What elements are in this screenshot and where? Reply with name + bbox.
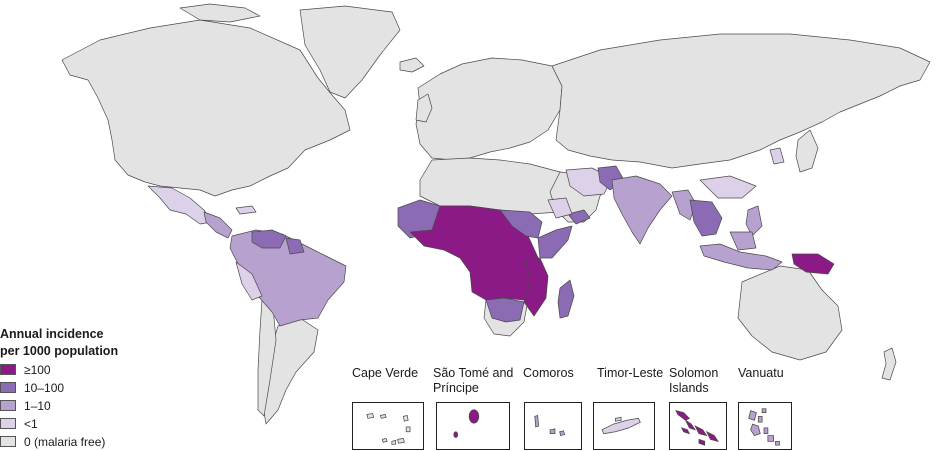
inset-label-timor-leste: Timor-Leste (597, 366, 664, 380)
legend-swatch (0, 364, 16, 375)
inset-map-vanuatu (738, 402, 792, 450)
legend-item: 10–100 (0, 379, 160, 396)
venezuela (251, 229, 287, 249)
legend-label: 10–100 (24, 380, 65, 395)
iceland (399, 57, 425, 73)
inset-map-timor-leste (593, 402, 655, 450)
asia-north (551, 33, 931, 169)
china-south (699, 175, 757, 199)
australia (737, 265, 843, 361)
inset-label-vanuatu: Vanuatu (738, 366, 784, 380)
haiti (235, 205, 257, 215)
madagascar (557, 279, 575, 319)
korea (769, 147, 785, 165)
borneo (729, 231, 757, 251)
britain (415, 93, 433, 123)
legend-swatch (0, 418, 16, 429)
legend-item: ≥100 (0, 361, 160, 378)
inset-map-comoros (524, 402, 582, 450)
legend-title-line2: per 1000 population (0, 344, 119, 358)
indonesia-west (699, 243, 783, 271)
arctic-islands (179, 3, 261, 23)
legend-label: 1–10 (24, 398, 51, 413)
inset-label-cape-verde: Cape Verde (352, 366, 419, 380)
horn-of-africa (537, 225, 573, 259)
legend-swatch (0, 382, 16, 393)
greenland (299, 5, 401, 99)
legend-swatch (0, 436, 16, 447)
yemen (567, 209, 591, 225)
central-america (203, 211, 233, 239)
inset-label-sao-tome: São Tomé and Príncipe (433, 366, 514, 395)
europe (415, 57, 563, 161)
inset-map-sao-tome (436, 402, 510, 450)
legend-label: ≥100 (24, 362, 51, 377)
japan (795, 129, 819, 173)
new-zealand (881, 347, 897, 381)
mexico (147, 185, 213, 225)
north-america (61, 19, 351, 197)
legend-swatch (0, 400, 16, 411)
papua-new-guinea (791, 253, 835, 275)
map-legend: Annual incidence per 1000 population ≥10… (0, 326, 160, 450)
guiana-shield (285, 237, 305, 255)
philippines (745, 205, 763, 237)
east-africa (523, 257, 549, 317)
legend-title-line1: Annual incidence (0, 327, 104, 341)
inset-label-comoros: Comoros (523, 366, 574, 380)
indochina (689, 199, 723, 237)
legend-item: 0 (malaria free) (0, 433, 160, 450)
legend-item: <1 (0, 415, 160, 432)
saudi-sw (547, 197, 573, 219)
legend-label: <1 (24, 416, 38, 431)
inset-map-cape-verde (352, 402, 424, 450)
peru-bolivia (235, 261, 263, 301)
india (611, 175, 673, 245)
legend-label: 0 (malaria free) (24, 434, 106, 449)
legend-item: 1–10 (0, 397, 160, 414)
southern-africa (485, 297, 525, 323)
inset-label-solomon-islands: Solomon Islands (669, 366, 719, 395)
inset-map-solomon-islands (669, 402, 727, 450)
